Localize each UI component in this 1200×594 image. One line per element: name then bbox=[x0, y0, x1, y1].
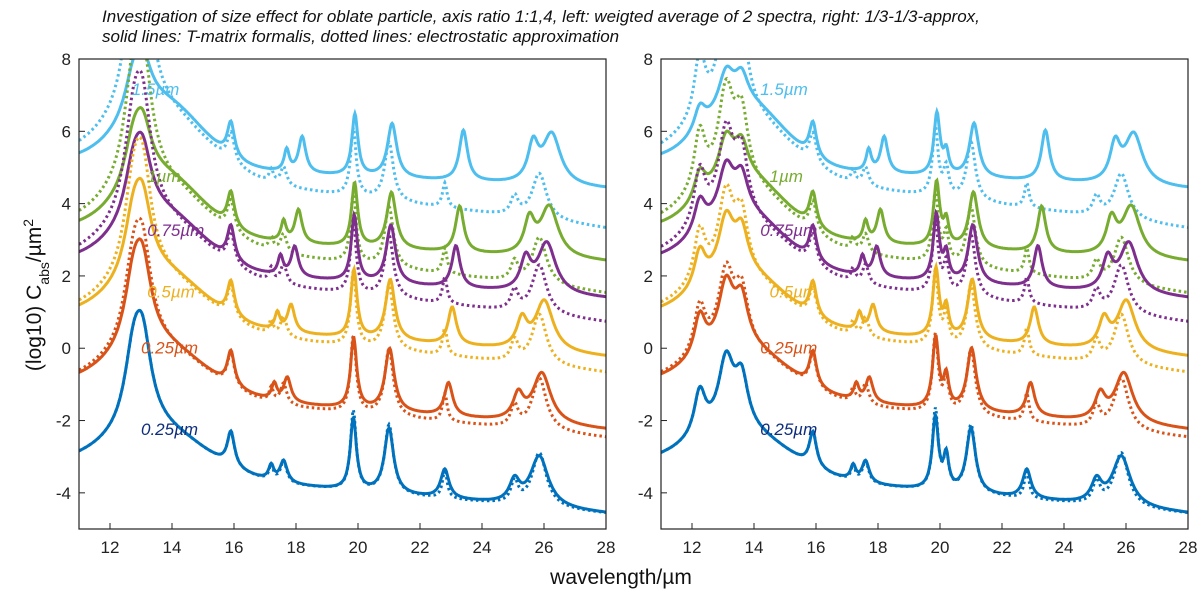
left-xtick-label-5: 22 bbox=[411, 538, 430, 557]
right-solid-line-4 bbox=[661, 273, 1188, 430]
left-dotted-line-1 bbox=[79, 59, 606, 294]
left-xtick-label-2: 16 bbox=[225, 538, 244, 557]
right-ytick-label-2: 0 bbox=[644, 339, 653, 358]
y-axis-label-unit: /µm bbox=[23, 227, 46, 262]
x-axis-label: wavelength/µm bbox=[549, 566, 692, 589]
right-xtick-label-6: 24 bbox=[1055, 538, 1074, 557]
right-solid-line-2 bbox=[661, 158, 1188, 299]
right-series-label-2: 0.75µm bbox=[760, 221, 817, 240]
right-dotted-line-3 bbox=[661, 182, 1188, 374]
left-dotted-line-2 bbox=[79, 68, 606, 323]
right-dotted-line-0 bbox=[661, 59, 1188, 229]
right-ytick-label-4: 4 bbox=[644, 195, 653, 214]
right-dotted-line-5 bbox=[661, 349, 1188, 515]
right-curves bbox=[661, 59, 1188, 515]
right-xtick-label-5: 22 bbox=[993, 538, 1012, 557]
left-series-label-5: 0.25µm bbox=[141, 420, 198, 439]
panel-right: 1.5µm 1µm 0.75µm 0.5µm 0.25µm 0.25µm 12 14 16 18… bbox=[638, 50, 1198, 557]
right-solid-line-5 bbox=[661, 349, 1188, 514]
left-xtick-label-7: 26 bbox=[535, 538, 554, 557]
left-solid-line-2 bbox=[79, 130, 606, 299]
right-xtick-label-4: 20 bbox=[931, 538, 950, 557]
y-axis-label-main: (log10) C bbox=[23, 285, 46, 371]
right-series-label-4: 0.25µm bbox=[760, 339, 817, 358]
left-xtick-label-4: 20 bbox=[349, 538, 368, 557]
right-ytick-label-6: 8 bbox=[644, 50, 653, 69]
right-solid-line-1 bbox=[661, 129, 1188, 262]
right-dotted-line-2 bbox=[661, 118, 1188, 323]
right-solid-line-3 bbox=[661, 208, 1188, 357]
right-xtick-label-7: 26 bbox=[1117, 538, 1136, 557]
left-dotted-line-0 bbox=[79, 59, 606, 229]
right-xtick-label-0: 12 bbox=[683, 538, 702, 557]
left-ytick-label-5: 6 bbox=[62, 122, 71, 141]
left-axes-frame bbox=[78, 58, 607, 530]
right-series-label-1: 1µm bbox=[770, 167, 803, 186]
left-ytick-label-1: -2 bbox=[56, 412, 71, 431]
left-ytick-label-3: 2 bbox=[62, 267, 71, 286]
right-series-labels: 1.5µm 1µm 0.75µm 0.5µm 0.25µm 0.25µm bbox=[760, 80, 817, 439]
panel-left: 1.5µm 1µm 0.75µm 0.5µm 0.25µm 0.25µm 12 14 16 18… bbox=[56, 50, 616, 557]
right-xtick-label-3: 18 bbox=[869, 538, 888, 557]
left-solid-line-4 bbox=[79, 237, 606, 430]
left-solid-line-0 bbox=[79, 59, 606, 189]
left-curves bbox=[79, 59, 606, 514]
left-solid-line-5 bbox=[79, 308, 606, 514]
right-xtick-label-2: 16 bbox=[807, 538, 826, 557]
left-solid-line-1 bbox=[79, 106, 606, 262]
left-xtick-label-3: 18 bbox=[287, 538, 306, 557]
left-series-label-4: 0.25µm bbox=[141, 339, 198, 358]
left-xtick-label-0: 12 bbox=[101, 538, 120, 557]
left-series-label-3: 0.5µm bbox=[147, 283, 195, 302]
y-axis-label-sub: abs bbox=[36, 262, 52, 285]
y-axis-label: (log10) Cabs/µm2 bbox=[20, 219, 52, 371]
left-xtick-label-8: 28 bbox=[597, 538, 616, 557]
right-series-label-5: 0.25µm bbox=[760, 420, 817, 439]
right-dotted-line-1 bbox=[661, 76, 1188, 294]
right-ytick-label-1: -2 bbox=[638, 412, 653, 431]
left-ytick-label-6: 8 bbox=[62, 50, 71, 69]
right-ytick-label-5: 6 bbox=[644, 122, 653, 141]
left-xtick-label-1: 14 bbox=[163, 538, 182, 557]
left-ytick-label-2: 0 bbox=[62, 339, 71, 358]
left-ytick-label-4: 4 bbox=[62, 195, 71, 214]
y-axis-label-sup: 2 bbox=[20, 219, 36, 227]
right-xtick-label-8: 28 bbox=[1179, 538, 1198, 557]
left-series-label-1: 1µm bbox=[147, 167, 180, 186]
right-solid-line-0 bbox=[661, 64, 1188, 189]
right-dotted-line-4 bbox=[661, 260, 1188, 439]
right-ytick-label-3: 2 bbox=[644, 267, 653, 286]
left-series-label-2: 0.75µm bbox=[147, 221, 204, 240]
left-series-labels: 1.5µm 1µm 0.75µm 0.5µm 0.25µm 0.25µm bbox=[132, 80, 205, 439]
left-xtick-label-6: 24 bbox=[473, 538, 492, 557]
left-ytick-label-0: -4 bbox=[56, 484, 71, 503]
left-series-label-0: 1.5µm bbox=[132, 80, 180, 99]
right-xtick-label-1: 14 bbox=[745, 538, 764, 557]
left-solid-line-3 bbox=[79, 176, 606, 357]
title-line-1: Investigation of size effect for oblate … bbox=[102, 7, 980, 26]
title-line-2: solid lines: T-matrix formalis, dotted l… bbox=[102, 27, 619, 46]
right-series-label-3: 0.5µm bbox=[770, 283, 818, 302]
right-axes-frame bbox=[660, 58, 1189, 530]
right-series-label-0: 1.5µm bbox=[760, 80, 808, 99]
right-ytick-label-0: -4 bbox=[638, 484, 653, 503]
